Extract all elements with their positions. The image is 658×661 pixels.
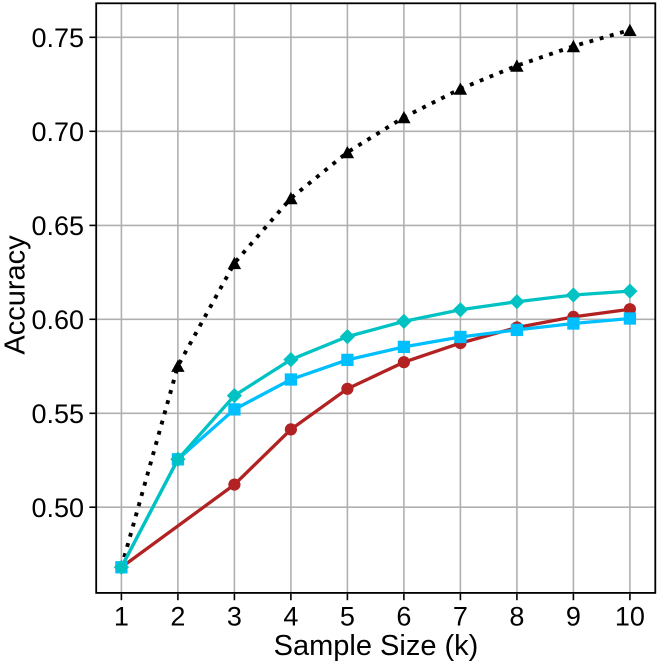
svg-text:3: 3	[227, 602, 242, 632]
svg-text:4: 4	[283, 602, 298, 632]
svg-text:Accuracy: Accuracy	[0, 235, 32, 355]
svg-text:10: 10	[615, 602, 645, 632]
svg-text:2: 2	[170, 602, 185, 632]
svg-text:7: 7	[453, 602, 468, 632]
svg-text:0.55: 0.55	[31, 399, 84, 429]
svg-text:5: 5	[340, 602, 355, 632]
svg-text:Sample Size (k): Sample Size (k)	[274, 630, 479, 661]
svg-text:8: 8	[509, 602, 524, 632]
svg-text:0.60: 0.60	[31, 305, 84, 335]
svg-text:6: 6	[396, 602, 411, 632]
svg-text:9: 9	[566, 602, 581, 632]
svg-text:0.70: 0.70	[31, 117, 84, 147]
svg-text:1: 1	[114, 602, 129, 632]
svg-text:0.50: 0.50	[31, 493, 84, 523]
svg-text:0.65: 0.65	[31, 211, 84, 241]
svg-text:0.75: 0.75	[31, 23, 84, 53]
